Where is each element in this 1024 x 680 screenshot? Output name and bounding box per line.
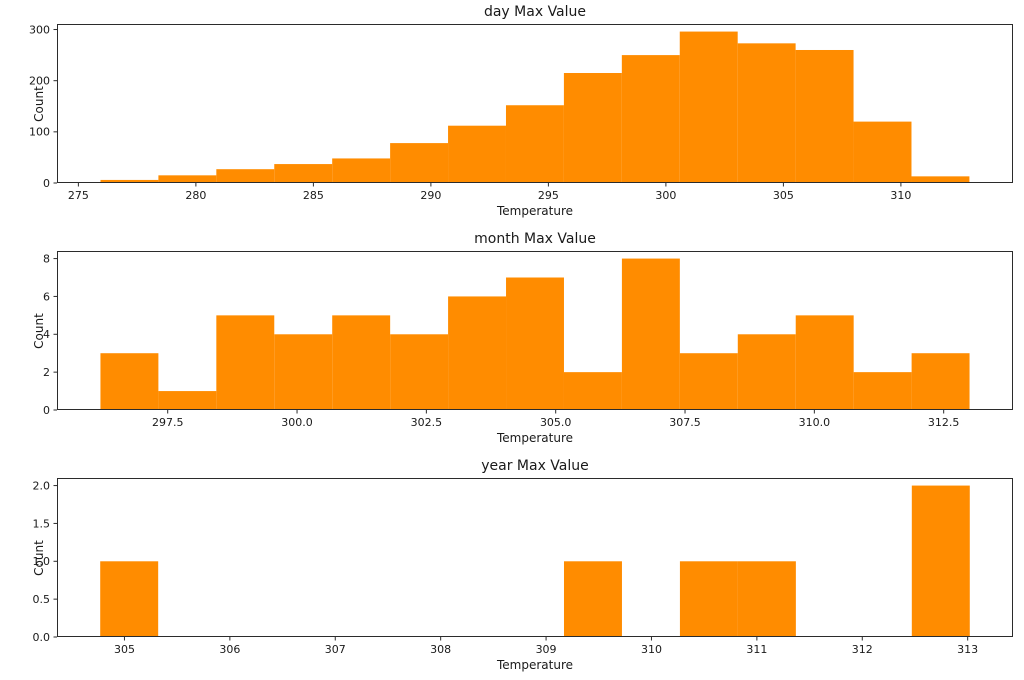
x-tick-label: 312.5: [928, 416, 960, 429]
histogram-bar: [100, 353, 159, 410]
x-tick-label: 307.5: [669, 416, 701, 429]
histogram-bar: [679, 353, 738, 410]
histogram-bar: [737, 334, 796, 410]
y-tick-label: 2: [43, 366, 50, 379]
x-tick-label: 310: [890, 189, 911, 202]
x-tick-label: 297.5: [152, 416, 184, 429]
histogram-bar: [100, 561, 159, 637]
histogram-bar: [158, 175, 217, 183]
x-tick-label: 307: [325, 643, 346, 656]
x-tick-label: 302.5: [411, 416, 443, 429]
x-tick-label: 312: [852, 643, 873, 656]
histogram-bar: [679, 561, 738, 637]
y-tick-label: 0: [43, 177, 50, 190]
axes-frame: [57, 478, 1013, 637]
y-tick-label: 8: [43, 252, 50, 265]
histogram-bar: [679, 31, 738, 183]
x-tick-label: 310: [641, 643, 662, 656]
y-tick-label: 300: [29, 23, 50, 36]
histogram-bar: [621, 258, 680, 410]
chart-title-month: month Max Value: [474, 231, 596, 247]
x-tick-label: 310.0: [799, 416, 831, 429]
histogram-bar: [100, 179, 159, 183]
histogram-bar: [390, 334, 449, 410]
x-tick-label: 300.0: [281, 416, 313, 429]
y-axis-label-day: Count: [32, 85, 46, 122]
histogram-bar: [505, 105, 564, 183]
histogram-bar: [563, 372, 622, 410]
histogram-bar: [332, 158, 391, 183]
histogram-bar: [216, 169, 275, 183]
x-tick-label: 305.0: [540, 416, 572, 429]
y-tick-label: 6: [43, 290, 50, 303]
y-tick-label: 1.5: [33, 517, 51, 530]
x-tick-label: 275: [68, 189, 89, 202]
y-tick-label: 0: [43, 404, 50, 417]
y-tick-label: 2.0: [33, 479, 51, 492]
x-axis-label-month: Temperature: [496, 431, 573, 445]
histogram-bar: [274, 164, 333, 183]
x-tick-label: 313: [957, 643, 978, 656]
histogram-bar: [563, 73, 622, 183]
histogram-bar: [448, 125, 506, 183]
histogram-bar: [563, 561, 622, 637]
x-axis-label-day: Temperature: [496, 204, 573, 218]
histogram-plot-year: 305 306 307 308 309 310 311 312 313 0.0 0.5 1.0 1.5 2…: [33, 478, 1013, 656]
x-tick-label: 280: [185, 189, 206, 202]
chart-title-year: year Max Value: [481, 458, 589, 474]
histogram-bar: [737, 561, 796, 637]
histogram-bar: [390, 143, 449, 183]
histogram-bar: [158, 391, 217, 410]
y-tick-label: 4: [43, 328, 50, 341]
histogram-bar: [506, 277, 564, 410]
histogram-bar: [911, 353, 970, 410]
histogram-bar: [911, 485, 970, 637]
histogram-bar: [853, 372, 912, 410]
axes-frame: [57, 24, 1013, 183]
x-tick-label: 305: [773, 189, 794, 202]
x-tick-label: 305: [114, 643, 135, 656]
x-axis-label-year: Temperature: [496, 658, 573, 672]
x-tick-label: 300: [655, 189, 676, 202]
y-tick-label: 100: [29, 126, 50, 139]
histogram-bar: [853, 121, 912, 183]
histogram-bar: [332, 315, 391, 410]
x-tick-label: 295: [538, 189, 559, 202]
axes-frame: [57, 251, 1013, 410]
histogram-bar: [448, 296, 507, 410]
histogram-plot-month: 297.5 300.0 302.5 305.0 307.5 310.0 312.5 0 2 4 6 8: [43, 251, 1013, 429]
histogram-bar: [795, 315, 854, 410]
y-tick-label: 0.5: [33, 593, 51, 606]
histogram-bar: [621, 55, 680, 183]
histogram-bar: [274, 334, 333, 410]
y-tick-label: 0.0: [33, 631, 51, 644]
x-tick-label: 311: [746, 643, 767, 656]
histogram-bar: [911, 176, 970, 183]
x-tick-label: 290: [420, 189, 441, 202]
y-tick-label: 200: [29, 75, 50, 88]
histogram-bar: [737, 43, 796, 184]
x-tick-label: 306: [219, 643, 240, 656]
chart-title-day: day Max Value: [483, 4, 587, 20]
x-tick-label: 309: [536, 643, 557, 656]
histogram-bar: [216, 315, 275, 410]
y-tick-label: 1.0: [33, 555, 51, 568]
x-tick-label: 308: [430, 643, 451, 656]
histogram-plot-day: 275 280 285 290 295 300 305 310 0 100 200 300: [29, 23, 1013, 202]
histogram-bar: [795, 49, 854, 184]
x-tick-label: 285: [303, 189, 324, 202]
